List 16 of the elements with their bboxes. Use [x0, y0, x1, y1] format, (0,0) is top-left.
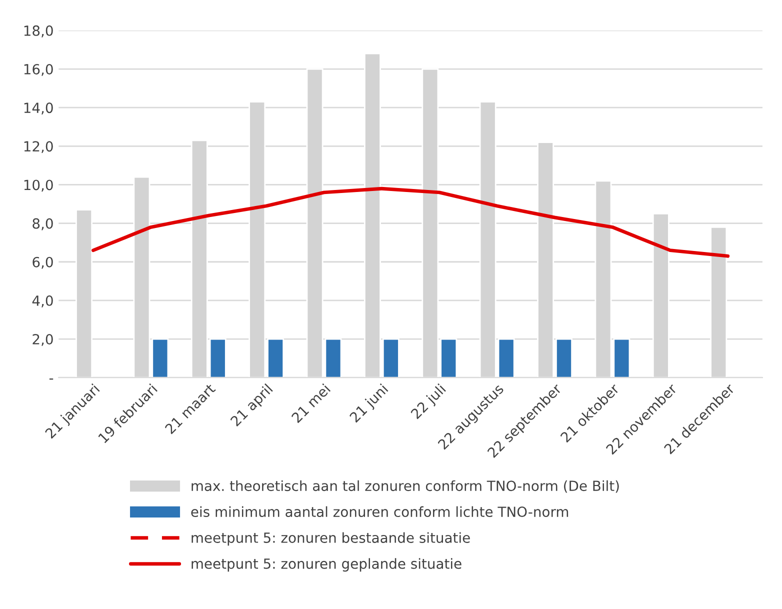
legend-label: max. theoretisch aan tal zonuren conform TNO-norm (De Bilt) [192, 480, 619, 493]
line-series [92, 186, 730, 258]
y-tick-label: 2,0 [32, 334, 53, 346]
x-tick-label: 22 juli [410, 383, 448, 422]
y-tick-label: 4,0 [32, 295, 53, 308]
y-tick-label: 10,0 [24, 180, 53, 192]
y-tick-label: 16,0 [24, 64, 53, 76]
y-tick-label: 14,0 [24, 102, 53, 114]
y-tick-label: - [49, 378, 54, 380]
legend-label: eis minimum aantal zonuren conform lichte TNO-norm [191, 506, 568, 518]
y-tick-label: 8,0 [32, 218, 53, 230]
y-tick-label: 6,0 [32, 256, 53, 269]
legend-label: meetpunt 5: zonuren bestaande situatie [192, 532, 470, 546]
legend-label: meetpunt 5: zonuren geplande situatie [192, 558, 462, 572]
y-tick-label: 18,0 [24, 25, 53, 38]
y-tick-label: 12,0 [24, 141, 53, 154]
